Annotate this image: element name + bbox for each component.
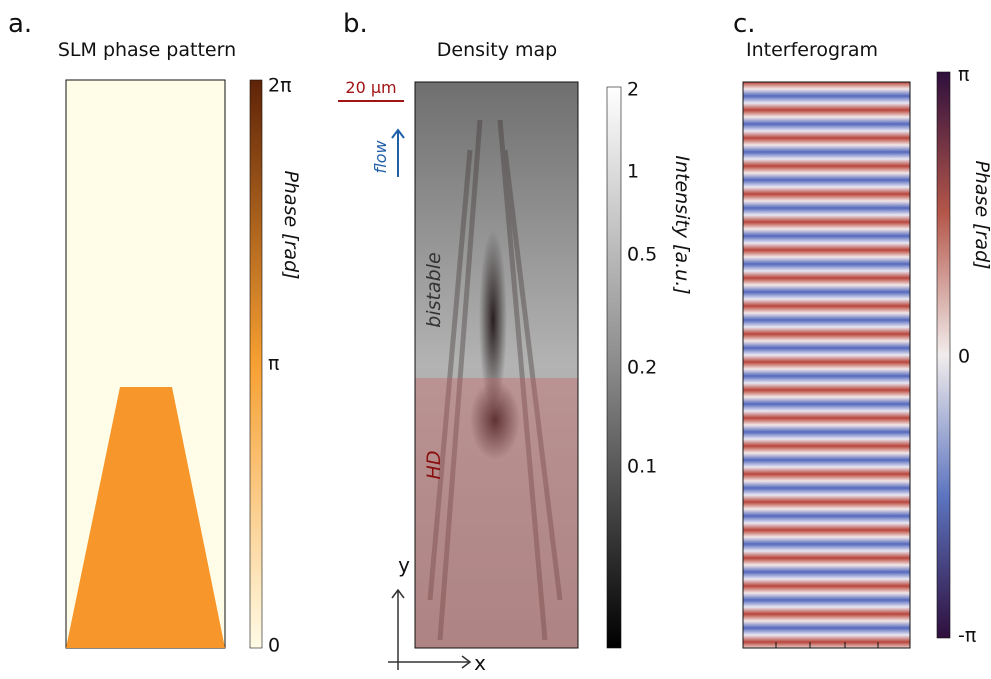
colorbar-tick: 1 [627, 161, 639, 183]
panel-title: SLM phase pattern [58, 39, 236, 61]
panel-label: b. [343, 9, 368, 39]
colorbar-tick: 0 [268, 635, 280, 657]
panel-title: Density map [437, 39, 558, 61]
colorbar-label: Phase [rad] [971, 160, 991, 269]
panel-label: c. [733, 9, 756, 39]
colorbar [249, 79, 263, 649]
flow-label: flow [371, 139, 390, 173]
trapezoid [66, 387, 225, 648]
colorbar-label: Phase [rad] [280, 170, 302, 279]
colorbar-tick: 2π [268, 75, 292, 97]
interferogram-image [742, 81, 911, 649]
panel-label: a. [8, 9, 32, 39]
colorbar-label: Intensity [a.u.] [671, 155, 693, 294]
colorbar-tick: π [958, 64, 969, 86]
panel-title: Interferogram [746, 39, 878, 61]
flow-arrow [391, 128, 405, 177]
colorbar-tick: -π [958, 625, 976, 647]
colorbar [606, 86, 622, 649]
colorbar-tick: 0.2 [627, 357, 657, 379]
colorbar-tick: π [268, 353, 279, 375]
colorbar-tick: 0.1 [627, 456, 657, 478]
region-label: bistable [423, 252, 445, 327]
axis-label: y [398, 553, 410, 577]
colorbar-tick: 2 [627, 79, 639, 101]
colorbar-tick: 0 [958, 346, 970, 368]
axes-arrows [388, 588, 472, 670]
colorbar [936, 71, 951, 639]
density-image [414, 81, 579, 649]
scale-bar-label: 20 µm [345, 78, 396, 97]
region-label: HD [423, 451, 445, 480]
axis-label: x [474, 651, 486, 675]
colorbar-tick: 0.5 [627, 244, 657, 266]
